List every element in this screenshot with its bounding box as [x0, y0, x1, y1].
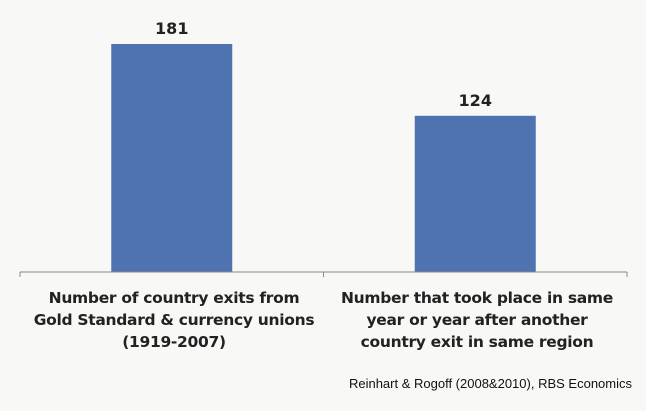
category-label-1: Number of country exits from Gold Standa…	[33, 289, 315, 351]
source-note: Reinhart & Rogoff (2008&2010), RBS Econo…	[348, 376, 632, 391]
data-label-1: 181	[155, 19, 188, 38]
data-label-2: 124	[459, 91, 492, 110]
bar-1	[111, 44, 233, 272]
category-label-2: Number that took place in same year or y…	[341, 289, 613, 351]
bar-2	[414, 115, 536, 272]
